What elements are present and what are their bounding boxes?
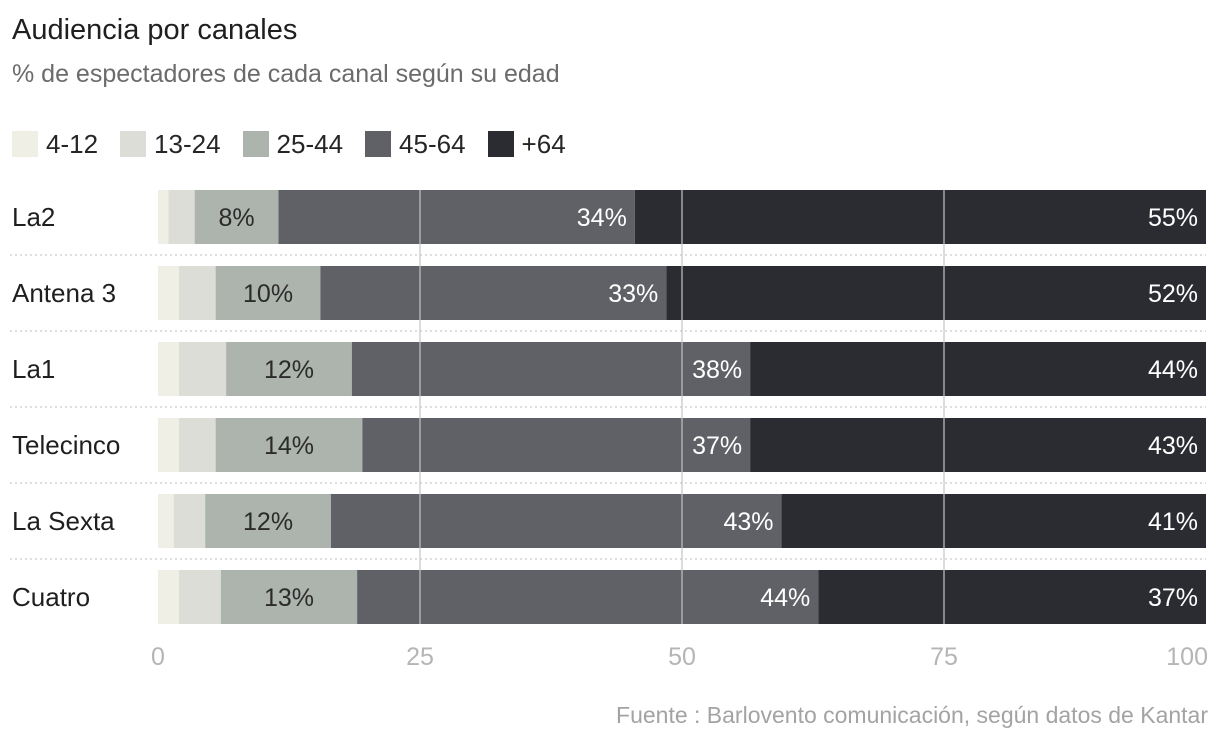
category-label: La Sexta <box>12 506 115 536</box>
data-label: 34% <box>577 204 627 232</box>
category-label: Antena 3 <box>12 278 116 308</box>
legend: 4-12 13-24 25-44 45-64 +64 <box>12 126 588 162</box>
bar-segment <box>178 266 216 320</box>
x-tick-label: 75 <box>930 643 958 671</box>
data-label: 37% <box>692 432 742 460</box>
legend-swatch <box>365 131 392 157</box>
data-label: 38% <box>692 356 742 384</box>
x-tick-label: 25 <box>406 643 434 671</box>
x-tick-label: 50 <box>668 643 696 671</box>
bar-segment <box>226 342 352 396</box>
category-label: La1 <box>12 354 55 384</box>
legend-label: 13-24 <box>154 128 221 159</box>
data-label: 43% <box>1148 432 1198 460</box>
bar-segment <box>158 190 169 244</box>
legend-label: +64 <box>521 128 566 159</box>
data-label: 14% <box>264 432 314 460</box>
bar-segment <box>750 418 1206 472</box>
legend-label: 45-64 <box>399 128 466 159</box>
category-label: Cuatro <box>12 582 90 612</box>
bar-segment <box>158 494 174 548</box>
data-label: 37% <box>1148 584 1198 612</box>
chart-subtitle: % de espectadores de cada canal según su… <box>12 60 560 88</box>
legend-swatch <box>242 131 269 157</box>
bar-segment <box>750 342 1206 396</box>
bar-segment <box>818 570 1206 624</box>
data-label: 43% <box>724 508 774 536</box>
bar-segment <box>178 418 216 472</box>
legend-item: 4-12 <box>12 129 98 160</box>
bar-segment <box>194 190 279 244</box>
data-label: 12% <box>264 356 314 384</box>
category-label: La2 <box>12 202 55 232</box>
gridlines-layer <box>419 190 945 624</box>
data-label: 33% <box>608 280 658 308</box>
legend-swatch <box>487 131 514 157</box>
bar-segment <box>215 418 363 472</box>
bar-segment <box>205 494 331 548</box>
legend-label: 4-12 <box>46 128 99 159</box>
bar-segment <box>666 266 1206 320</box>
legend-item: 45-64 <box>365 129 466 160</box>
bar-segment <box>158 570 179 624</box>
bar-segment <box>158 342 179 396</box>
labels-layer: La2 8% 34% 55% Antena 3 10% 33% 52% La1 12% 38% 44%… <box>12 202 1208 671</box>
bar-segment <box>173 494 206 548</box>
data-label: 52% <box>1148 280 1198 308</box>
bar-segment <box>330 494 782 548</box>
bar-segment <box>158 418 179 472</box>
legend-item: 13-24 <box>120 129 221 160</box>
data-label: 44% <box>1148 356 1198 384</box>
bar-segment <box>178 570 221 624</box>
bar-segment <box>158 266 179 320</box>
data-label: 55% <box>1148 204 1198 232</box>
category-label: Telecinco <box>12 430 120 460</box>
bar-segment <box>220 570 358 624</box>
bar-segment <box>362 418 751 472</box>
legend-item: 25-44 <box>242 128 344 160</box>
data-label: 10% <box>243 280 293 308</box>
data-label: 13% <box>264 584 314 612</box>
legend-swatch <box>12 131 38 157</box>
legend-item: +64 <box>487 128 566 160</box>
bar-segment <box>357 570 819 624</box>
x-tick-label: 0 <box>151 643 165 671</box>
bar-segment <box>351 342 751 396</box>
bar-segment <box>781 494 1206 548</box>
bar-segment <box>278 190 635 244</box>
legend-label: 25-44 <box>276 128 344 159</box>
bar-segment <box>634 190 1206 244</box>
bar-segment <box>320 266 667 320</box>
data-label: 12% <box>243 508 293 536</box>
source-note: Fuente : Barlovento comunicación, según … <box>616 702 1208 728</box>
x-tick-label: 100 <box>1166 643 1208 671</box>
data-label: 44% <box>760 584 810 612</box>
chart-title: Audiencia por canales <box>12 14 298 46</box>
bar-segment <box>178 342 227 396</box>
bars-layer <box>10 190 1206 624</box>
bar-segment <box>168 190 195 244</box>
legend-swatch <box>120 131 147 157</box>
data-label: 41% <box>1148 508 1198 536</box>
data-label: 8% <box>219 204 255 232</box>
bar-segment <box>215 266 321 320</box>
